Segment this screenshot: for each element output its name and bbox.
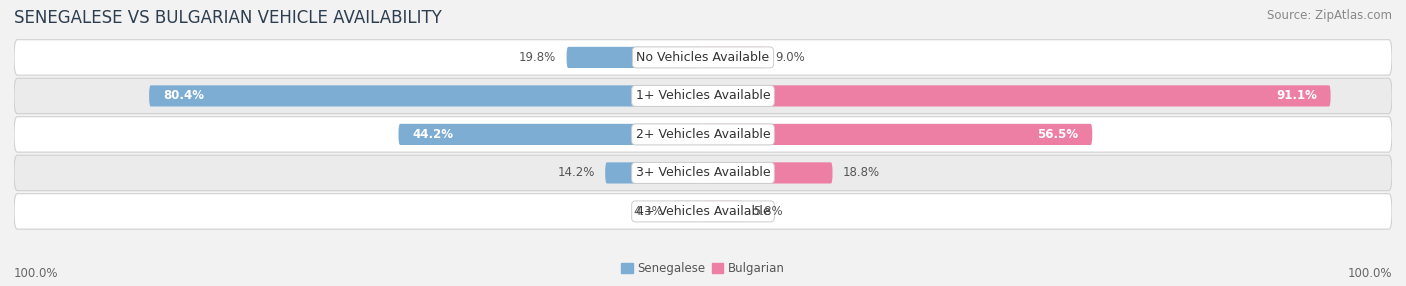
FancyBboxPatch shape [703, 85, 1330, 106]
Text: 4+ Vehicles Available: 4+ Vehicles Available [636, 205, 770, 218]
FancyBboxPatch shape [703, 162, 832, 184]
FancyBboxPatch shape [14, 78, 1392, 114]
Text: 9.0%: 9.0% [775, 51, 806, 64]
FancyBboxPatch shape [149, 85, 703, 106]
Text: 44.2%: 44.2% [412, 128, 453, 141]
Text: 14.2%: 14.2% [557, 166, 595, 179]
Text: 3+ Vehicles Available: 3+ Vehicles Available [636, 166, 770, 179]
Text: 19.8%: 19.8% [519, 51, 557, 64]
FancyBboxPatch shape [703, 201, 742, 222]
Text: 4.3%: 4.3% [633, 205, 664, 218]
Text: Source: ZipAtlas.com: Source: ZipAtlas.com [1267, 9, 1392, 21]
FancyBboxPatch shape [14, 117, 1392, 152]
Text: 100.0%: 100.0% [14, 267, 59, 280]
FancyBboxPatch shape [14, 194, 1392, 229]
FancyBboxPatch shape [703, 47, 765, 68]
Text: 80.4%: 80.4% [163, 90, 204, 102]
Text: 5.8%: 5.8% [754, 205, 783, 218]
FancyBboxPatch shape [14, 40, 1392, 75]
Text: 18.8%: 18.8% [842, 166, 880, 179]
Text: 91.1%: 91.1% [1277, 90, 1317, 102]
Text: No Vehicles Available: No Vehicles Available [637, 51, 769, 64]
Text: 100.0%: 100.0% [1347, 267, 1392, 280]
FancyBboxPatch shape [703, 124, 1092, 145]
Text: 2+ Vehicles Available: 2+ Vehicles Available [636, 128, 770, 141]
Legend: Senegalese, Bulgarian: Senegalese, Bulgarian [616, 258, 790, 280]
FancyBboxPatch shape [14, 155, 1392, 191]
FancyBboxPatch shape [398, 124, 703, 145]
Text: 1+ Vehicles Available: 1+ Vehicles Available [636, 90, 770, 102]
FancyBboxPatch shape [673, 201, 703, 222]
Text: SENEGALESE VS BULGARIAN VEHICLE AVAILABILITY: SENEGALESE VS BULGARIAN VEHICLE AVAILABI… [14, 9, 441, 27]
Text: 56.5%: 56.5% [1038, 128, 1078, 141]
FancyBboxPatch shape [567, 47, 703, 68]
FancyBboxPatch shape [605, 162, 703, 184]
